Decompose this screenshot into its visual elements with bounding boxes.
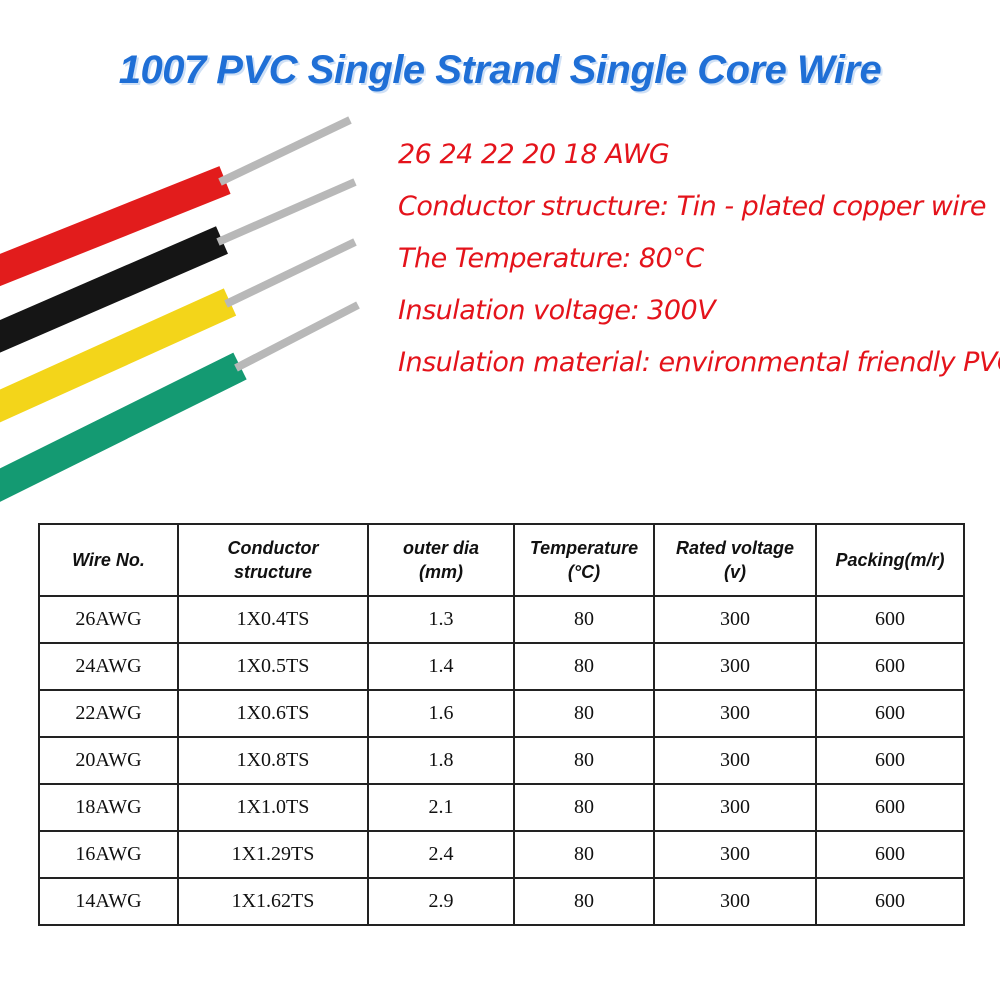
table-cell: 300 <box>653 736 817 785</box>
header-text: outer dia <box>402 538 479 558</box>
table-cell: 80 <box>513 783 655 832</box>
table-cell: 80 <box>513 736 655 785</box>
spec-line: The Temperature: 80°C <box>398 243 704 274</box>
header-text: Conductor <box>227 538 319 558</box>
table-row: 16AWG 1X1.29TS 2.4 80 300 600 <box>38 830 965 879</box>
table-cell: 600 <box>815 877 965 926</box>
table-cell: 600 <box>815 595 965 644</box>
table-cell: 1X1.62TS <box>177 877 369 926</box>
table-cell: 600 <box>815 830 965 879</box>
table-cell: 600 <box>815 783 965 832</box>
header-cell: Rated voltage (v) <box>653 523 817 597</box>
table-row: 26AWG 1X0.4TS 1.3 80 300 600 <box>38 595 965 644</box>
table-cell: 1X0.5TS <box>177 642 369 691</box>
table-cell: 1.6 <box>367 689 515 738</box>
header-text: Wire No. <box>72 550 145 570</box>
header-cell: outer dia (mm) <box>367 523 515 597</box>
header-text: structure <box>233 562 313 582</box>
header-text: Rated voltage <box>675 538 795 558</box>
table-cell: 1X0.4TS <box>177 595 369 644</box>
table-cell: 300 <box>653 830 817 879</box>
table-cell: 1X1.29TS <box>177 830 369 879</box>
spec-line: 26 24 22 20 18 AWG <box>398 139 670 170</box>
table-cell: 300 <box>653 783 817 832</box>
table-cell: 14AWG <box>38 877 179 926</box>
table-cell: 20AWG <box>38 736 179 785</box>
header-text: (°C) <box>567 562 601 582</box>
spec-list: 26 24 22 20 18 AWG Conductor structure: T… <box>398 136 1000 396</box>
wires-illustration <box>0 116 360 502</box>
table-cell: 80 <box>513 877 655 926</box>
header-row: Wire No. Conductor structure outer dia (mm) T… <box>38 523 965 597</box>
table-cell: 24AWG <box>38 642 179 691</box>
table-cell: 2.1 <box>367 783 515 832</box>
header-cell: Wire No. <box>38 523 179 597</box>
table-cell: 80 <box>513 642 655 691</box>
table-cell: 1X0.8TS <box>177 736 369 785</box>
table-cell: 18AWG <box>38 783 179 832</box>
title: 1007 PVC Single Strand Single Core Wire <box>118 48 882 92</box>
header-text: (mm) <box>419 562 463 582</box>
header-cell: Conductor structure <box>177 523 369 597</box>
table-row: 14AWG 1X1.62TS 2.9 80 300 600 <box>38 877 965 926</box>
table-row: 24AWG 1X0.5TS 1.4 80 300 600 <box>38 642 965 691</box>
table-cell: 300 <box>653 595 817 644</box>
table-cell: 1.8 <box>367 736 515 785</box>
header-cell: Temperature (°C) <box>513 523 655 597</box>
table-cell: 22AWG <box>38 689 179 738</box>
spec-line: Insulation voltage: 300V <box>398 295 716 326</box>
table-cell: 2.4 <box>367 830 515 879</box>
table-row: 22AWG 1X0.6TS 1.6 80 300 600 <box>38 689 965 738</box>
table-cell: 80 <box>513 595 655 644</box>
table-body: 26AWG 1X0.4TS 1.3 80 300 600 24AWG 1X0.5TS 1.4 80… <box>38 595 965 926</box>
spec-table: Wire No. Conductor structure outer dia (mm) T… <box>38 523 965 926</box>
table-row: 20AWG 1X0.8TS 1.8 80 300 600 <box>38 736 965 785</box>
table-cell: 1X0.6TS <box>177 689 369 738</box>
table-cell: 600 <box>815 736 965 785</box>
header-cell: Packing(m/r) <box>815 523 965 597</box>
table-cell: 80 <box>513 689 655 738</box>
table-cell: 600 <box>815 642 965 691</box>
table-cell: 80 <box>513 830 655 879</box>
table-cell: 16AWG <box>38 830 179 879</box>
table-row: 18AWG 1X1.0TS 2.1 80 300 600 <box>38 783 965 832</box>
header-text: (v) <box>724 562 746 582</box>
header-text: Temperature <box>529 538 639 558</box>
table-cell: 1.3 <box>367 595 515 644</box>
table-cell: 600 <box>815 689 965 738</box>
table-cell: 300 <box>653 877 817 926</box>
header-text: Packing(m/r) <box>835 550 945 570</box>
table-cell: 2.9 <box>367 877 515 926</box>
table-cell: 300 <box>653 642 817 691</box>
table-cell: 1.4 <box>367 642 515 691</box>
table-cell: 1X1.0TS <box>177 783 369 832</box>
spec-line: Insulation material: environmental frien… <box>398 347 1000 378</box>
spec-line: Conductor structure: Tin - plated copper… <box>398 191 987 222</box>
table-cell: 300 <box>653 689 817 738</box>
table-cell: 26AWG <box>38 595 179 644</box>
